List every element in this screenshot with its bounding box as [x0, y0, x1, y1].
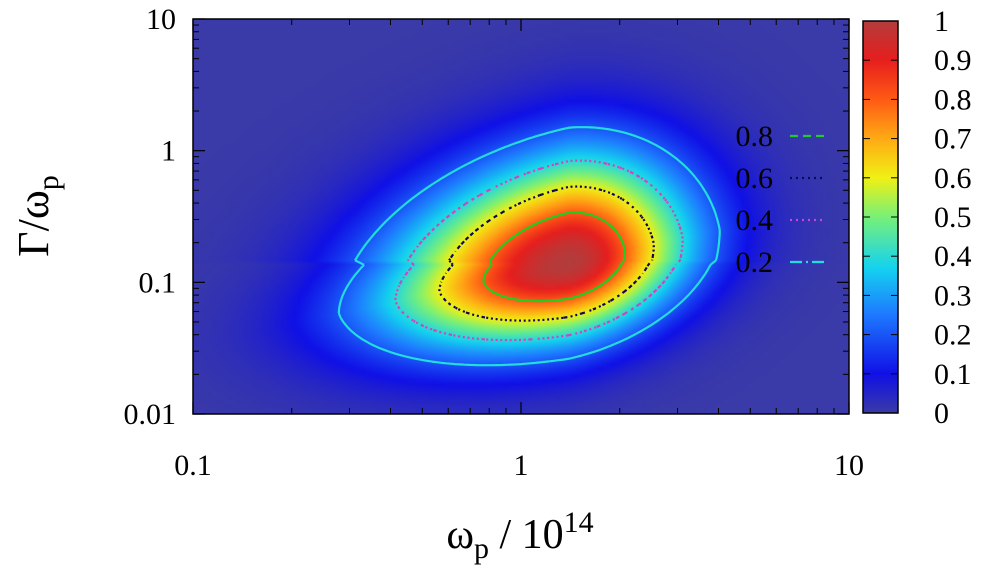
colorbar-tick-label: 1 [934, 5, 949, 38]
contour-line-0.6 [438, 185, 655, 322]
legend-label-0.8: 0.8 [736, 120, 774, 153]
y-axis-title-subscript: p [32, 175, 65, 190]
colorbar-tick-label: 0.1 [934, 358, 972, 391]
contour-legend: 0.8 0.6 0.4 0.2 [736, 120, 825, 279]
heatmap-raster [193, 19, 849, 414]
x-axis-title-rest: / 10 [489, 512, 564, 558]
x-axis-title: ωp / 1014 [446, 506, 593, 565]
colorbar: 0 0.1 0.2 0.3 0.4 0.5 0.6 0.7 0.8 0.9 1 [862, 5, 972, 430]
y-tick-label: 10 [146, 3, 176, 36]
x-axis-title-subscript: p [474, 532, 489, 565]
axis-ticks [192, 18, 850, 415]
y-tick-label: 0.01 [124, 398, 177, 431]
colorbar-tick-label: 0.7 [934, 123, 972, 156]
colorbar-tick-label: 0.2 [934, 319, 972, 352]
x-axis-title-superscript: 14 [564, 506, 594, 539]
colorbar-tick-label: 0.3 [934, 279, 972, 312]
contour-line-0.2 [337, 126, 721, 367]
x-axis-title-main: ω [446, 512, 474, 558]
legend-label-0.4: 0.4 [736, 204, 774, 237]
y-axis-title: Γ/ωp [9, 175, 65, 257]
colorbar-tick-label: 0.6 [934, 162, 972, 195]
colorbar-tick-label: 0.5 [934, 201, 972, 234]
x-tick-label: 1 [514, 449, 529, 482]
y-axis-title-main: Γ/ω [9, 190, 58, 257]
x-tick-label: 10 [834, 449, 864, 482]
colorbar-ticks: 0 0.1 0.2 0.3 0.4 0.5 0.6 0.7 0.8 0.9 1 [863, 5, 972, 430]
legend-label-0.2: 0.2 [736, 246, 774, 279]
plot-area: 0.8 0.6 0.4 0.2 [192, 18, 850, 415]
x-axis-tick-labels: 0.1 1 10 [174, 449, 864, 482]
contour-line-0.4 [394, 159, 684, 342]
y-axis-tick-labels: 0.01 0.1 1 10 [124, 3, 177, 431]
colorbar-tick-label: 0.9 [934, 44, 972, 77]
contour-lines [337, 126, 721, 367]
y-tick-label: 0.1 [139, 266, 177, 299]
contour-line-0.8 [482, 211, 627, 303]
legend-label-0.6: 0.6 [736, 162, 774, 195]
colorbar-tick-label: 0.8 [934, 83, 972, 116]
y-tick-label: 1 [161, 135, 176, 168]
x-tick-label: 0.1 [174, 449, 212, 482]
colorbar-tick-label: 0.4 [934, 240, 972, 273]
colorbar-tick-label: 0 [934, 397, 949, 430]
